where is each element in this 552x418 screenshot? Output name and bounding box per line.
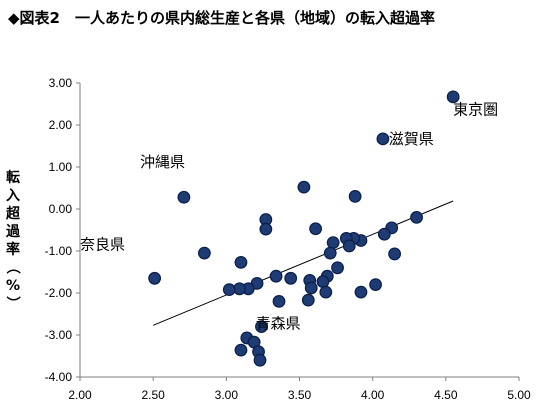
data-point <box>222 283 236 297</box>
data-point <box>269 269 283 283</box>
plot-area <box>79 83 519 378</box>
data-point <box>323 246 337 260</box>
annotation-label: 奈良県 <box>80 236 125 254</box>
y-axis-label-char: 率 <box>6 241 20 258</box>
data-point <box>234 343 248 357</box>
y-axis-label: 転入超過率 （% ） <box>4 169 21 310</box>
data-point <box>354 285 368 299</box>
annotation-label: 沖縄県 <box>140 153 185 171</box>
x-tick-label: 3.00 <box>215 388 239 402</box>
y-axis-label-char: 超 <box>5 205 21 222</box>
trendline-layer <box>152 200 454 326</box>
data-point <box>316 275 330 289</box>
data-points <box>148 90 460 367</box>
data-point <box>348 189 362 203</box>
chart-title: ◆図表2 一人あたりの県内総生産と各県（地域）の転入超過率 <box>8 9 435 27</box>
x-tick-labels: 2.00 2.50 3.00 3.50 4.00 4.50 5.00 <box>68 377 531 402</box>
x-tick-label: 5.00 <box>507 388 531 402</box>
data-point <box>446 90 460 104</box>
y-axis-label-char: （ <box>4 260 20 274</box>
y-tick-label: -3.00 <box>45 328 73 342</box>
data-point <box>301 293 315 307</box>
data-point <box>284 271 298 285</box>
data-point <box>177 190 191 204</box>
data-point <box>253 353 267 367</box>
data-point <box>377 227 391 241</box>
y-tick-label: -2.00 <box>45 286 73 300</box>
data-point <box>369 278 382 292</box>
data-point <box>255 320 268 334</box>
data-point <box>319 285 333 299</box>
annotation-label: 青森県 <box>256 315 301 333</box>
y-axis-label-char: ） <box>4 296 20 310</box>
data-point <box>388 247 402 261</box>
data-point <box>148 271 162 285</box>
data-point <box>197 246 211 260</box>
x-tick-label: 4.00 <box>361 388 385 402</box>
data-point <box>376 132 390 146</box>
data-point <box>259 222 273 236</box>
data-point <box>272 295 286 308</box>
x-tick-label: 3.50 <box>288 388 312 402</box>
annotation-label: 東京圏 <box>453 101 498 119</box>
y-axis-label-char: % <box>6 278 20 294</box>
data-point <box>326 236 340 250</box>
y-tick-label: 1.00 <box>49 160 73 174</box>
annotation-label: 滋賀県 <box>389 130 434 148</box>
y-tick-labels: 3.00 2.00 1.00 0.00 -1.00 -2.00 -3.00 -4.00 <box>45 76 80 384</box>
y-tick-label: -4.00 <box>45 370 73 384</box>
data-point <box>304 281 318 295</box>
x-tick-label: 4.50 <box>434 388 458 402</box>
y-tick-label: 3.00 <box>49 76 73 90</box>
y-axis-label-char: 転 <box>6 169 20 186</box>
data-point <box>309 222 322 236</box>
y-tick-label: -1.00 <box>45 244 73 258</box>
x-tick-label: 2.00 <box>68 388 92 402</box>
data-point <box>410 210 423 224</box>
y-tick-label: 0.00 <box>49 202 73 216</box>
y-axis-label-char: 入 <box>6 188 20 204</box>
y-axis-label-char: 過 <box>5 224 21 240</box>
data-point <box>342 239 356 253</box>
trendline <box>152 200 454 326</box>
data-point <box>297 180 311 194</box>
data-point <box>234 255 248 269</box>
y-tick-label: 2.00 <box>49 118 73 132</box>
x-tick-label: 2.50 <box>141 388 165 402</box>
data-point <box>331 261 344 275</box>
